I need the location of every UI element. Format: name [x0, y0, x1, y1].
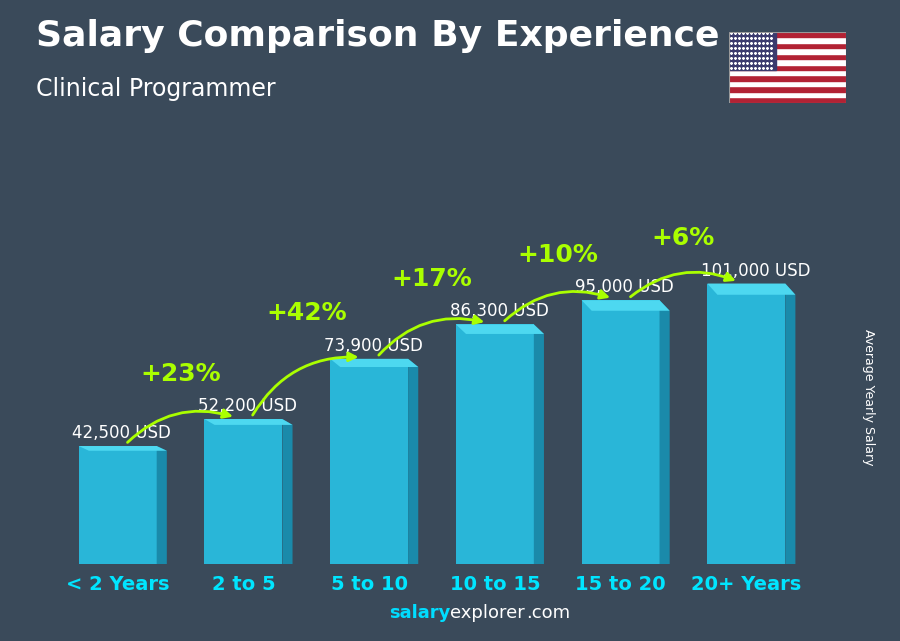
Bar	[729, 97, 846, 103]
Text: 86,300 USD: 86,300 USD	[450, 303, 548, 320]
Polygon shape	[408, 359, 418, 572]
Bar	[729, 65, 846, 70]
Polygon shape	[330, 359, 419, 367]
Bar	[729, 32, 846, 37]
Bar	[729, 32, 776, 70]
Polygon shape	[78, 446, 166, 451]
Bar	[729, 76, 846, 81]
Text: explorer: explorer	[450, 604, 525, 622]
Text: 73,900 USD: 73,900 USD	[324, 337, 423, 355]
Text: .com: .com	[526, 604, 571, 622]
Text: +42%: +42%	[266, 301, 346, 326]
Text: +6%: +6%	[652, 226, 716, 250]
Text: 42,500 USD: 42,500 USD	[73, 424, 171, 442]
Text: salary: salary	[389, 604, 450, 622]
Bar	[729, 81, 846, 87]
Text: +17%: +17%	[392, 267, 472, 291]
Polygon shape	[204, 419, 292, 425]
Polygon shape	[330, 359, 408, 564]
Text: +23%: +23%	[140, 362, 220, 386]
Text: 95,000 USD: 95,000 USD	[575, 278, 674, 296]
Text: Clinical Programmer: Clinical Programmer	[36, 77, 275, 101]
Polygon shape	[204, 419, 283, 564]
Bar	[729, 92, 846, 97]
Text: 52,200 USD: 52,200 USD	[198, 397, 297, 415]
Polygon shape	[707, 283, 786, 564]
Bar	[729, 87, 846, 92]
Polygon shape	[581, 300, 660, 564]
Polygon shape	[456, 324, 534, 564]
Polygon shape	[581, 300, 670, 311]
Bar	[729, 70, 846, 76]
Bar	[729, 59, 846, 65]
Polygon shape	[707, 283, 796, 295]
Bar	[729, 54, 846, 59]
Polygon shape	[78, 446, 157, 564]
Polygon shape	[283, 419, 293, 570]
Text: Average Yearly Salary: Average Yearly Salary	[862, 329, 875, 465]
Polygon shape	[534, 324, 544, 574]
Text: 101,000 USD: 101,000 USD	[701, 262, 811, 279]
Polygon shape	[456, 324, 544, 334]
Text: +10%: +10%	[518, 243, 599, 267]
Polygon shape	[157, 446, 166, 569]
Bar	[729, 48, 846, 54]
Text: Salary Comparison By Experience: Salary Comparison By Experience	[36, 19, 719, 53]
Bar	[729, 37, 846, 43]
Polygon shape	[660, 300, 670, 574]
Bar	[729, 43, 846, 48]
Polygon shape	[786, 283, 796, 576]
